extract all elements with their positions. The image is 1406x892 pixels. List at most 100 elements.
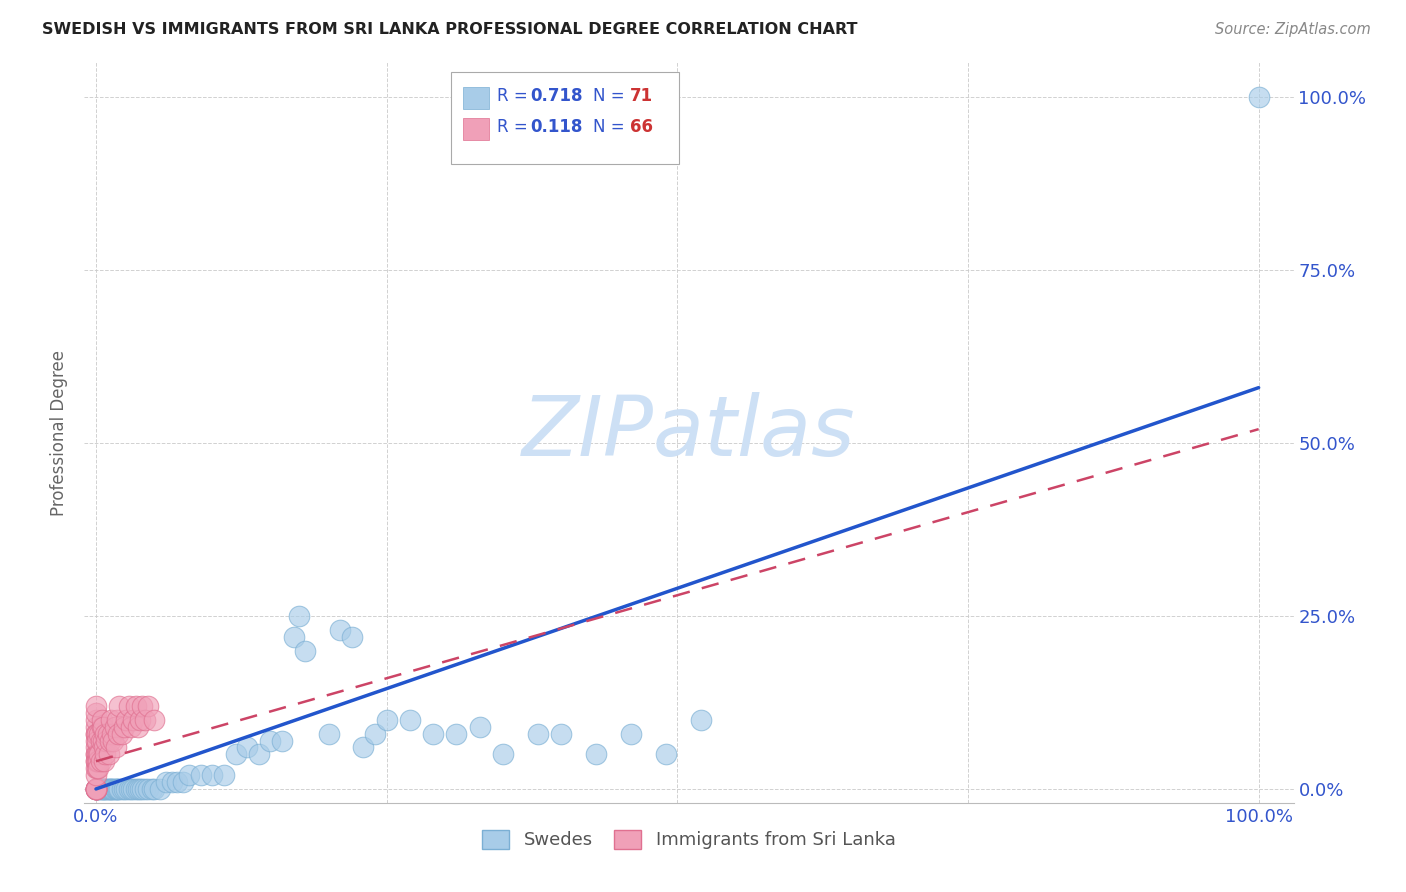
- Point: [527, 726, 550, 740]
- Point: [91, 720, 114, 734]
- Point: [129, 713, 152, 727]
- Point: [108, 781, 131, 796]
- Point: [468, 720, 491, 734]
- Point: [689, 713, 711, 727]
- Point: [101, 726, 124, 740]
- Point: [84, 706, 107, 720]
- Text: ZIPatlas: ZIPatlas: [522, 392, 856, 473]
- Point: [112, 781, 135, 796]
- Point: [120, 781, 142, 796]
- Point: [117, 698, 139, 713]
- Point: [131, 781, 153, 796]
- Point: [177, 768, 200, 782]
- Point: [654, 747, 676, 762]
- Point: [104, 720, 127, 734]
- Point: [98, 733, 121, 747]
- Point: [84, 740, 107, 755]
- Point: [134, 781, 156, 796]
- Point: [134, 713, 156, 727]
- Text: 71: 71: [630, 87, 652, 104]
- Point: [1247, 90, 1270, 104]
- Point: [96, 781, 118, 796]
- Point: [94, 781, 117, 796]
- Point: [104, 781, 127, 796]
- Point: [110, 781, 132, 796]
- Point: [84, 733, 107, 747]
- Point: [97, 747, 120, 762]
- Point: [141, 781, 163, 796]
- Point: [160, 775, 183, 789]
- Point: [115, 781, 138, 796]
- Point: [90, 781, 112, 796]
- Point: [288, 609, 311, 624]
- Point: [143, 781, 166, 796]
- Point: [122, 781, 145, 796]
- Point: [620, 726, 643, 740]
- Point: [247, 747, 270, 762]
- Point: [98, 781, 121, 796]
- Point: [136, 698, 159, 713]
- Point: [97, 781, 120, 796]
- Point: [129, 781, 152, 796]
- Text: 0.718: 0.718: [530, 87, 583, 104]
- Text: R =: R =: [496, 87, 533, 104]
- Point: [124, 698, 146, 713]
- Point: [87, 761, 110, 775]
- Point: [90, 754, 112, 768]
- Point: [283, 630, 305, 644]
- Point: [90, 781, 112, 796]
- Point: [105, 713, 128, 727]
- Point: [86, 733, 108, 747]
- Point: [340, 630, 363, 644]
- Point: [127, 781, 149, 796]
- Text: R =: R =: [496, 118, 533, 136]
- FancyBboxPatch shape: [463, 87, 489, 109]
- Point: [84, 781, 107, 796]
- Point: [94, 747, 117, 762]
- Point: [89, 747, 111, 762]
- Point: [399, 713, 422, 727]
- Point: [352, 740, 374, 755]
- Text: N =: N =: [593, 118, 630, 136]
- Point: [84, 713, 107, 727]
- Point: [96, 733, 118, 747]
- Point: [329, 623, 352, 637]
- Point: [124, 781, 146, 796]
- Point: [318, 726, 340, 740]
- Text: Source: ZipAtlas.com: Source: ZipAtlas.com: [1215, 22, 1371, 37]
- Point: [89, 781, 111, 796]
- Point: [100, 713, 122, 727]
- Text: 0.118: 0.118: [530, 118, 583, 136]
- FancyBboxPatch shape: [463, 118, 489, 140]
- Point: [84, 781, 107, 796]
- Point: [550, 726, 572, 740]
- Point: [585, 747, 607, 762]
- Point: [101, 781, 124, 796]
- Point: [149, 781, 172, 796]
- Point: [84, 726, 107, 740]
- Point: [89, 726, 111, 740]
- Point: [294, 643, 316, 657]
- Point: [190, 768, 212, 782]
- Point: [84, 761, 107, 775]
- Text: SWEDISH VS IMMIGRANTS FROM SRI LANKA PROFESSIONAL DEGREE CORRELATION CHART: SWEDISH VS IMMIGRANTS FROM SRI LANKA PRO…: [42, 22, 858, 37]
- Point: [166, 775, 188, 789]
- Point: [131, 698, 153, 713]
- Point: [90, 720, 112, 734]
- Point: [86, 781, 108, 796]
- Point: [94, 726, 117, 740]
- Point: [86, 754, 108, 768]
- Point: [120, 720, 142, 734]
- Point: [110, 726, 132, 740]
- Point: [108, 698, 131, 713]
- Point: [100, 781, 122, 796]
- Point: [104, 781, 127, 796]
- Point: [86, 726, 108, 740]
- Point: [87, 781, 110, 796]
- Point: [103, 733, 125, 747]
- Point: [84, 747, 107, 762]
- Point: [84, 781, 107, 796]
- Point: [143, 713, 166, 727]
- Point: [172, 775, 194, 789]
- Point: [107, 726, 129, 740]
